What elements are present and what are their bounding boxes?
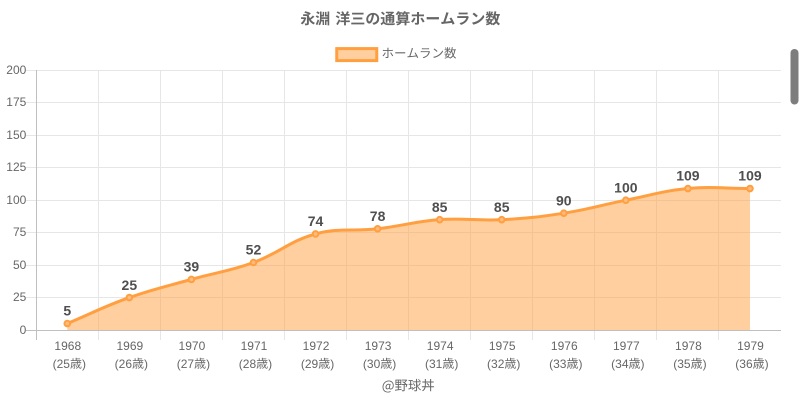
- svg-text:1976: 1976: [551, 339, 578, 353]
- svg-text:85: 85: [494, 199, 510, 215]
- svg-text:74: 74: [308, 213, 324, 229]
- svg-text:): ): [516, 357, 520, 371]
- svg-text:150: 150: [6, 128, 26, 142]
- svg-text:1968: 1968: [54, 339, 81, 353]
- svg-text:(36: (36: [735, 357, 753, 371]
- svg-text:(27: (27: [177, 357, 195, 371]
- svg-text:(31: (31: [425, 357, 443, 371]
- svg-text:1970: 1970: [179, 339, 206, 353]
- svg-text:109: 109: [738, 168, 762, 184]
- svg-text:52: 52: [246, 242, 262, 258]
- svg-text:(26: (26: [115, 357, 133, 371]
- svg-text:(28: (28: [239, 357, 257, 371]
- svg-text:85: 85: [432, 199, 448, 215]
- svg-text:(30: (30: [363, 357, 381, 371]
- svg-text:200: 200: [6, 63, 26, 77]
- svg-text:175: 175: [6, 95, 26, 109]
- svg-text:1969: 1969: [116, 339, 143, 353]
- svg-text:25: 25: [122, 277, 138, 293]
- svg-text:90: 90: [556, 192, 572, 208]
- svg-text:5: 5: [63, 303, 71, 319]
- svg-text:75: 75: [13, 225, 27, 239]
- svg-text:): ): [454, 357, 458, 371]
- svg-text:): ): [578, 357, 582, 371]
- svg-text:): ): [82, 357, 86, 371]
- svg-text:125: 125: [6, 160, 26, 174]
- svg-text:100: 100: [6, 193, 26, 207]
- svg-text:(29: (29: [301, 357, 319, 371]
- svg-text:): ): [206, 357, 210, 371]
- svg-text:(33: (33: [549, 357, 567, 371]
- svg-text:78: 78: [370, 208, 386, 224]
- svg-text:100: 100: [614, 179, 638, 195]
- svg-text:1978: 1978: [675, 339, 702, 353]
- svg-text:1971: 1971: [241, 339, 268, 353]
- svg-text:1973: 1973: [365, 339, 392, 353]
- svg-text:): ): [330, 357, 334, 371]
- svg-text:39: 39: [184, 259, 200, 275]
- svg-text:1977: 1977: [613, 339, 640, 353]
- svg-text:): ): [703, 357, 707, 371]
- svg-text:(32: (32: [487, 357, 505, 371]
- svg-text:): ): [641, 357, 645, 371]
- svg-text:): ): [392, 357, 396, 371]
- svg-text:50: 50: [13, 258, 27, 272]
- svg-text:1972: 1972: [303, 339, 330, 353]
- svg-text:): ): [268, 357, 272, 371]
- svg-text:(34: (34: [611, 357, 629, 371]
- svg-text:1974: 1974: [427, 339, 454, 353]
- svg-text:): ): [765, 357, 769, 371]
- svg-text:109: 109: [676, 168, 700, 184]
- svg-text:1975: 1975: [489, 339, 516, 353]
- svg-text:25: 25: [13, 290, 27, 304]
- svg-text:(35: (35: [673, 357, 691, 371]
- svg-text:(25: (25: [53, 357, 71, 371]
- svg-text:): ): [144, 357, 148, 371]
- svg-text:0: 0: [20, 323, 27, 337]
- svg-text:1979: 1979: [737, 339, 764, 353]
